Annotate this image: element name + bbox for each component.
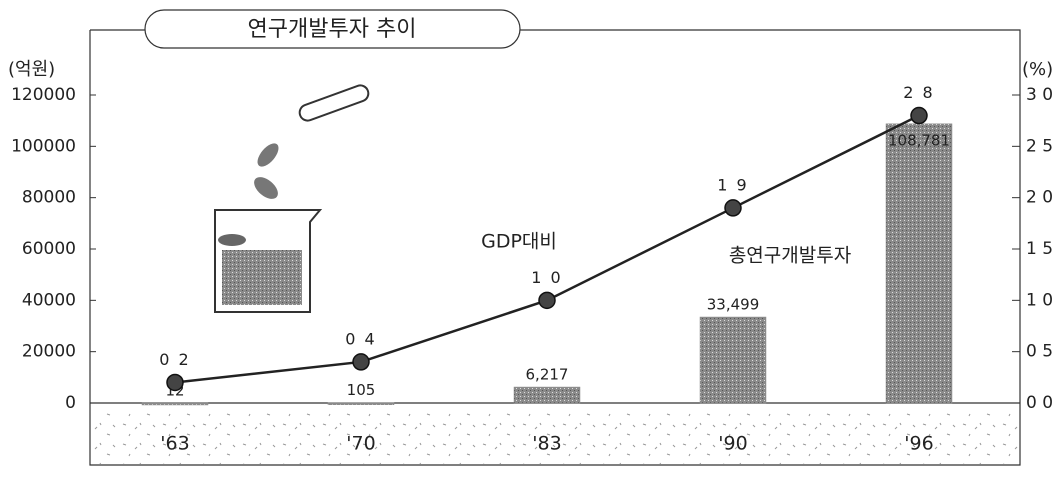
bar <box>327 402 395 405</box>
title-box <box>144 9 521 49</box>
y2-tick-label: 1 0 <box>1026 290 1053 310</box>
x-tick-label: '70 <box>346 433 375 455</box>
bar <box>141 402 209 406</box>
y-tick-label: 120000 <box>11 85 76 105</box>
line-value-label: 0 2 <box>159 350 190 369</box>
y-tick-label: 100000 <box>11 136 76 156</box>
y-tick-label: 40000 <box>22 290 76 310</box>
y-axis-title: (억원) <box>8 59 55 80</box>
frame <box>89 29 1021 466</box>
series-label: GDP대비 <box>481 231 557 253</box>
line-point <box>352 353 370 371</box>
line-value-label: 0 4 <box>345 329 376 348</box>
x-tick-label: '63 <box>160 433 189 455</box>
chart-title: 연구개발투자 추이 <box>248 17 417 42</box>
ground-texture <box>90 410 1020 464</box>
line-value-label: 1 9 <box>717 175 748 194</box>
bar <box>885 123 953 404</box>
beaker-illustration <box>214 84 370 313</box>
bar <box>699 316 767 404</box>
bar <box>513 386 581 404</box>
line-point <box>166 373 184 392</box>
line-point <box>724 199 742 217</box>
line-point <box>910 106 928 125</box>
bar-value-label: 105 <box>347 381 376 399</box>
y-tick-label: 0 <box>65 393 76 413</box>
line-value-label: 2 8 <box>903 83 934 102</box>
y2-axis-title: (%) <box>1022 59 1053 80</box>
bar-value-label: 108,781 <box>888 131 950 149</box>
y-tick-label: 80000 <box>22 188 76 208</box>
y2-tick-label: 2 0 <box>1026 188 1053 208</box>
line-point <box>538 291 556 310</box>
x-tick-label: '83 <box>532 433 561 455</box>
y2-tick-label: 1 5 <box>1026 239 1053 259</box>
y-tick-label: 20000 <box>22 342 76 362</box>
y2-tick-label: 0 0 <box>1026 393 1053 413</box>
line-value-label: 1 0 <box>531 268 562 287</box>
bar-value-label: 33,499 <box>707 296 760 314</box>
x-tick-label: '96 <box>904 433 933 455</box>
y2-tick-label: 0 5 <box>1026 342 1053 362</box>
y2-tick-label: 2 5 <box>1026 136 1053 156</box>
x-tick-label: '90 <box>718 433 747 455</box>
y2-tick-label: 3 0 <box>1026 85 1053 105</box>
series-label: 총연구개발투자 <box>729 245 851 267</box>
y-tick-label: 60000 <box>22 239 76 259</box>
bar-value-label: 6,217 <box>526 366 569 384</box>
